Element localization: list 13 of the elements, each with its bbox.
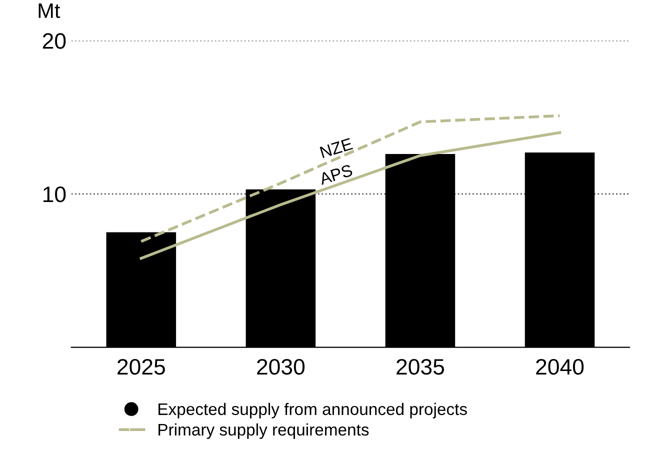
- y-axis-title: Mt: [38, 4, 60, 18]
- line-series: [140, 131, 562, 260]
- x-tick-label: 2025: [118, 358, 165, 375]
- x-tick-label: 2030: [257, 358, 305, 375]
- text: Primary supply requirements: [158, 423, 369, 439]
- x-tick-label: 2040: [536, 358, 584, 375]
- legend-label: Expected supply from announced projects: [158, 402, 467, 418]
- text: NZE: [320, 138, 354, 158]
- text: APS: [318, 164, 354, 185]
- y-tick-label: 20: [42, 33, 66, 49]
- y-tick-label: 10: [44, 186, 66, 202]
- x-tick-label: 2035: [396, 358, 444, 375]
- line-series: [140, 114, 562, 243]
